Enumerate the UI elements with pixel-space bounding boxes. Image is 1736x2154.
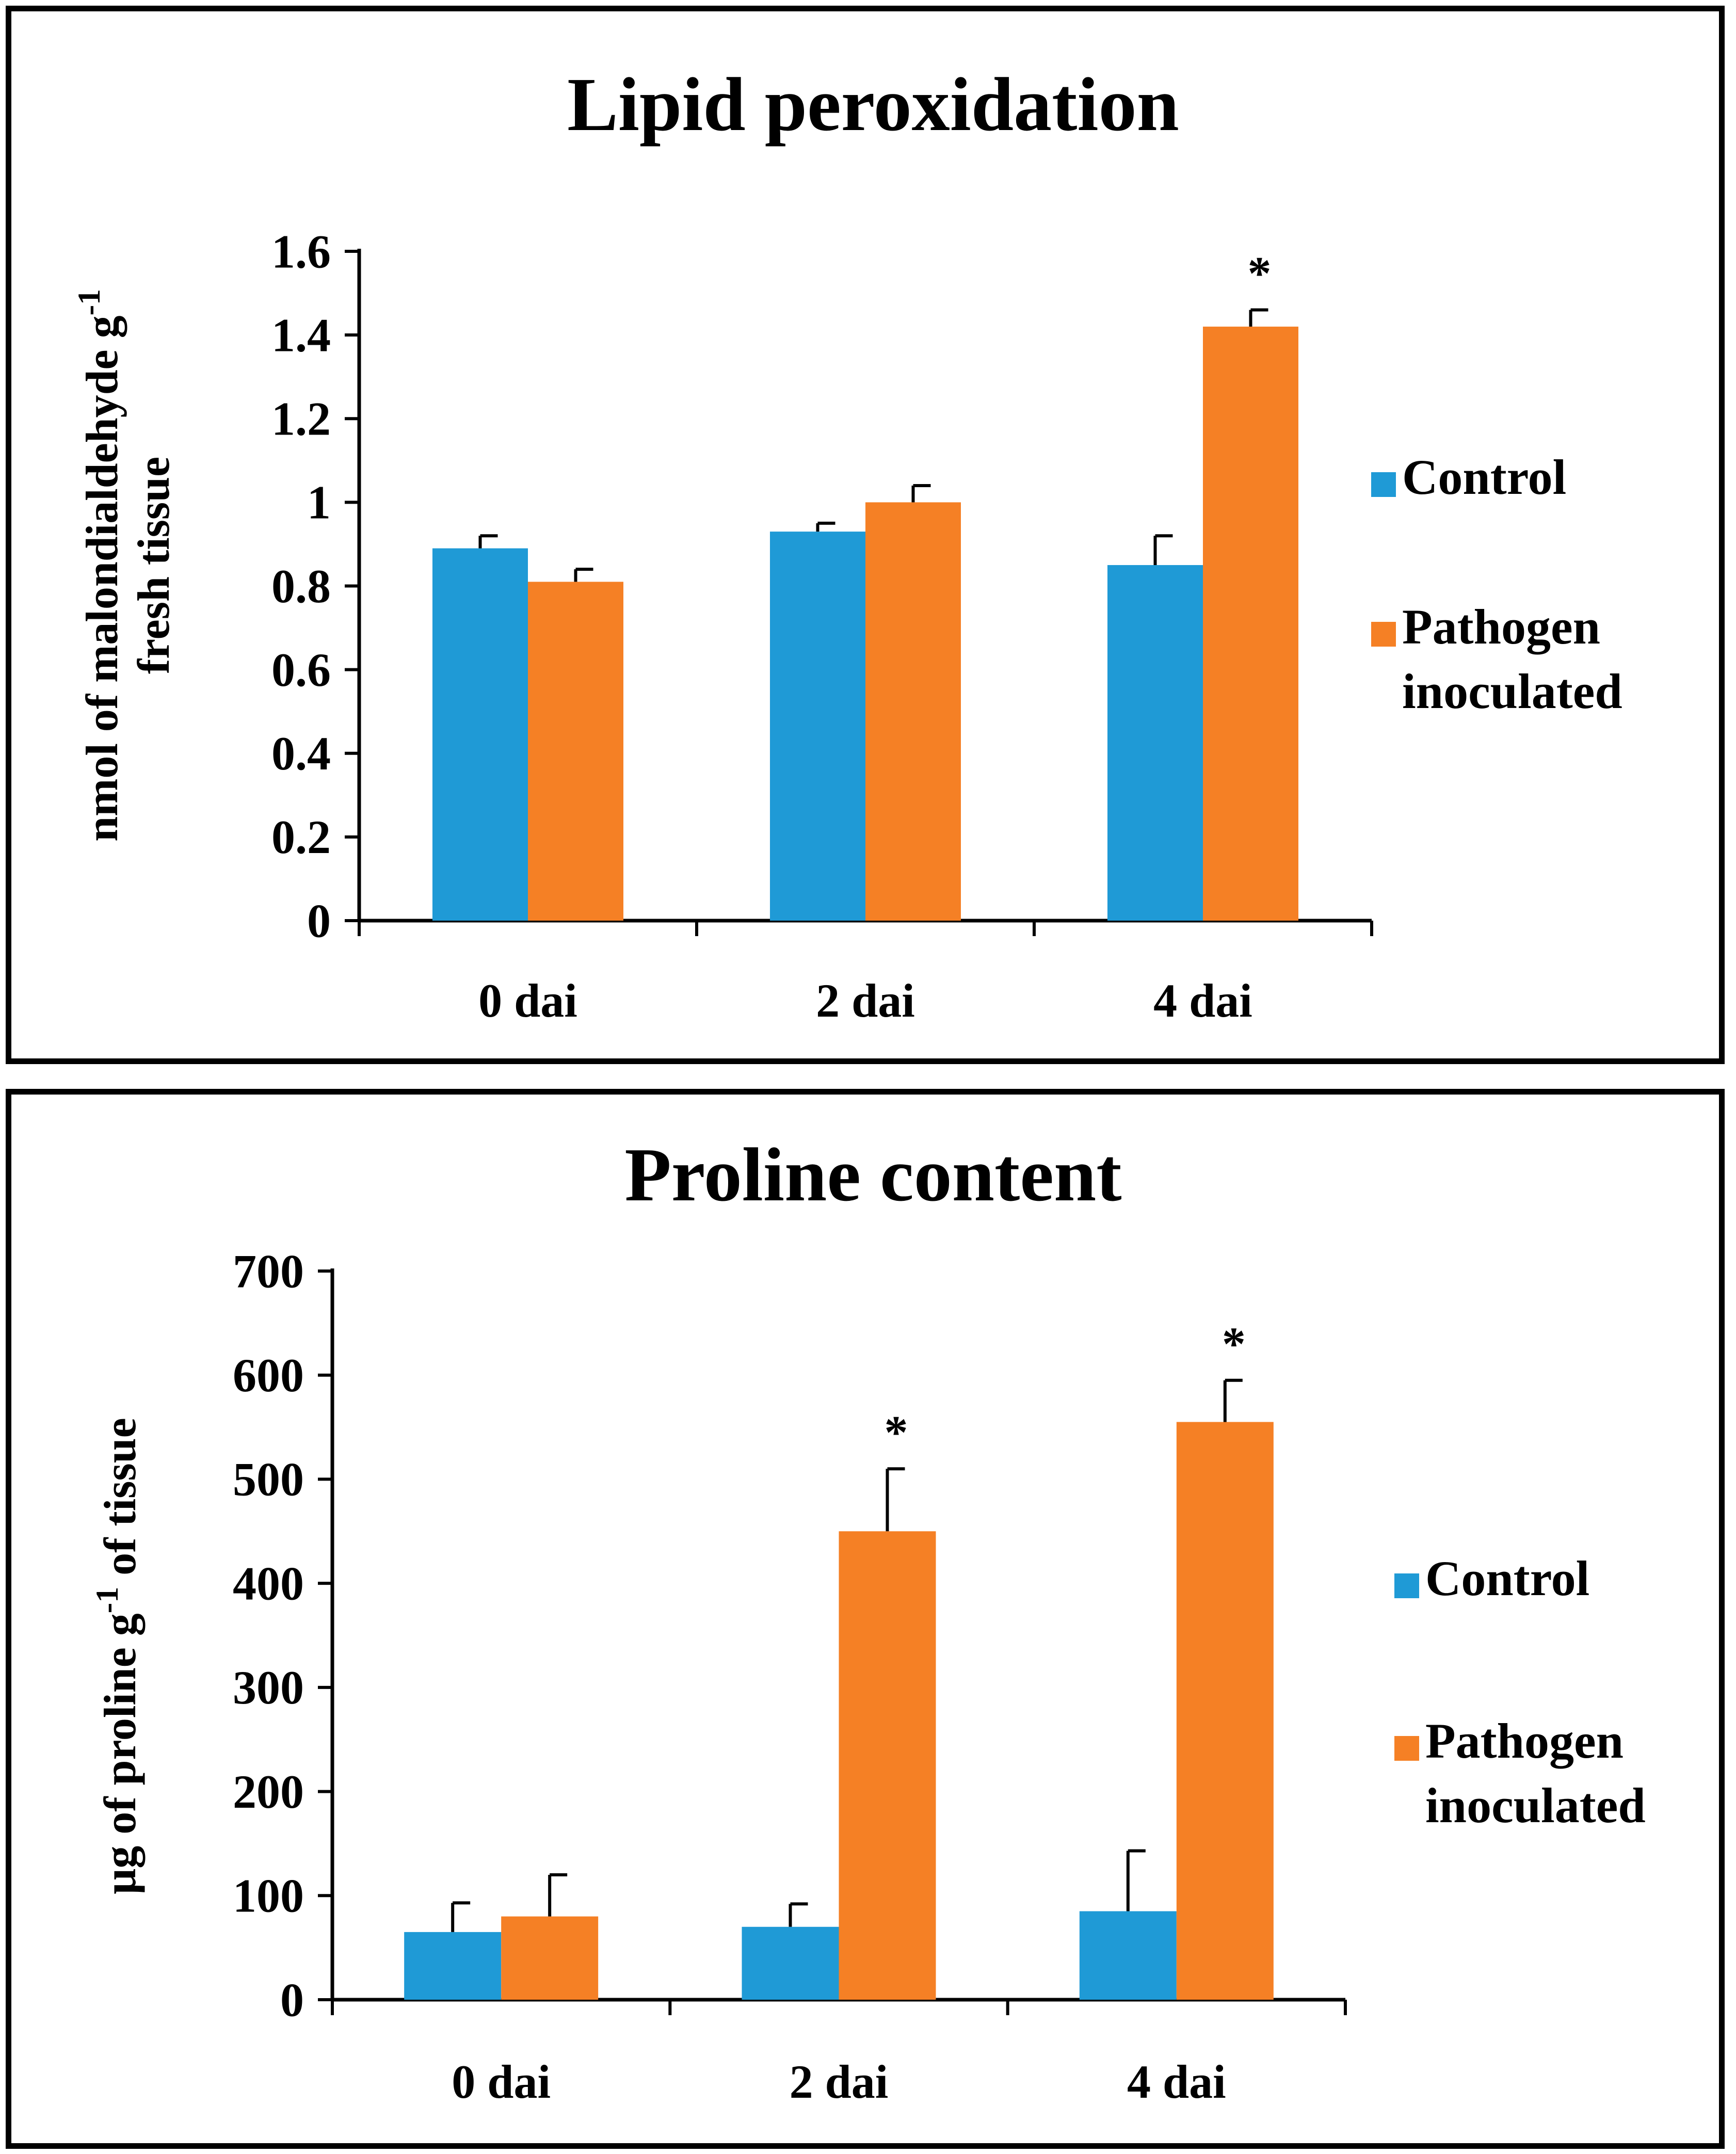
y-tick-label: 1 <box>307 476 331 529</box>
legend-label: inoculated <box>1425 1778 1646 1833</box>
bar-pathogen <box>501 1916 599 2000</box>
bar-control <box>404 1932 502 2000</box>
significance-marker: * <box>1248 247 1272 299</box>
bar-pathogen <box>1176 1422 1274 2000</box>
x-tick-label: 0 dai <box>452 2055 551 2108</box>
legend-swatch <box>1394 1573 1419 1598</box>
chart-title: Proline content <box>624 1133 1121 1217</box>
y-tick-label: 0 <box>280 1973 304 2026</box>
y-tick-label: 100 <box>233 1870 304 1922</box>
y-axis-label-text: nmol of malondialdehyde g <box>77 315 127 841</box>
legend-swatch <box>1371 472 1396 497</box>
legend-label: Control <box>1402 449 1566 505</box>
legend-swatch <box>1371 622 1396 647</box>
bar-pathogen <box>1203 326 1298 921</box>
y-tick-label: 1.2 <box>271 393 331 445</box>
y-tick-label: 500 <box>233 1453 304 1506</box>
legend-label: inoculated <box>1402 664 1622 719</box>
y-tick-label: 0.4 <box>271 727 331 780</box>
proline-content-chart: Proline content μg of proline g-1 of tiss… <box>90 1133 1646 2108</box>
y-axis-label-suffix: of tissue <box>95 1418 146 1587</box>
legend-label: Pathogen <box>1425 1713 1624 1769</box>
bar-pathogen <box>839 1531 936 2000</box>
bar-control <box>1079 1911 1177 2000</box>
y-tick-label: 200 <box>233 1765 304 1818</box>
y-tick-label: 300 <box>233 1661 304 1714</box>
significance-marker: * <box>1222 1317 1246 1370</box>
bar-control <box>1107 565 1203 921</box>
y-axis-label-text: μg of proline g <box>95 1613 146 1894</box>
x-tick-label: 4 dai <box>1153 974 1252 1027</box>
proline-content-panel: Proline content μg of proline g-1 of tiss… <box>6 1089 1725 2149</box>
x-tick-label: 2 dai <box>790 2055 889 2108</box>
bar-pathogen <box>528 582 623 921</box>
legend-swatch <box>1394 1736 1419 1761</box>
lipid-peroxidation-panel: Lipid peroxidation nmol of malondialdehyd… <box>6 6 1725 1064</box>
x-tick-label: 0 dai <box>478 974 577 1027</box>
y-tick-label: 400 <box>233 1557 304 1610</box>
y-axis-label: nmol of malondialdehyde g-1 <box>72 289 127 842</box>
y-axis-label-superscript: -1 <box>90 1587 125 1613</box>
y-axis-label-superscript: -1 <box>72 289 107 315</box>
bar-control <box>742 1926 839 2000</box>
bar-pathogen <box>865 502 961 921</box>
y-tick-label: 1.4 <box>271 309 331 361</box>
x-tick-label: 2 dai <box>816 974 915 1027</box>
y-tick-label: 0 <box>307 894 331 947</box>
chart-title: Lipid peroxidation <box>567 62 1179 147</box>
lipid-peroxidation-chart: Lipid peroxidation nmol of malondialdehyd… <box>72 62 1622 1027</box>
y-tick-label: 600 <box>233 1349 304 1402</box>
legend-label: Pathogen <box>1402 599 1600 654</box>
y-tick-label: 700 <box>233 1245 304 1297</box>
y-tick-label: 0.2 <box>271 811 331 863</box>
y-tick-label: 0.8 <box>271 560 331 613</box>
bar-control <box>770 532 865 921</box>
significance-marker: * <box>885 1406 908 1458</box>
y-axis-label-group: μg of proline g-1 of tissue <box>90 1418 146 1894</box>
y-tick-label: 1.6 <box>271 225 331 278</box>
bar-control <box>432 548 528 921</box>
y-tick-label: 0.6 <box>271 644 331 696</box>
y-axis-label: μg of proline g-1 of tissue <box>90 1418 146 1894</box>
x-tick-label: 4 dai <box>1127 2055 1226 2108</box>
y-axis-label-line2: fresh tissue <box>129 457 179 674</box>
legend-label: Control <box>1425 1551 1589 1606</box>
